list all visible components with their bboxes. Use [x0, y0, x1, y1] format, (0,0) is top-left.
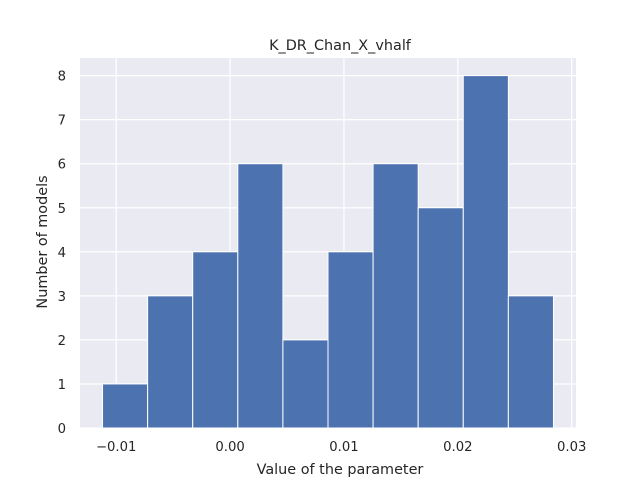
y-tick-label: 3 — [58, 290, 66, 305]
histogram-bar — [462, 75, 509, 429]
x-tick-label: 0.02 — [443, 440, 472, 455]
histogram-bar — [147, 295, 194, 429]
y-tick-label: 6 — [58, 158, 66, 173]
x-tick-label: 0.01 — [329, 440, 358, 455]
histogram-bar — [327, 251, 374, 429]
y-axis-label: Number of models — [35, 175, 51, 308]
y-tick-label: 5 — [58, 202, 66, 217]
histogram-bar — [192, 251, 239, 429]
histogram-bar — [372, 163, 419, 429]
histogram-bar — [102, 383, 149, 429]
x-axis-label: Value of the parameter — [257, 462, 424, 478]
y-tick-label: 1 — [58, 378, 66, 393]
chart-title: K_DR_Chan_X_vhalf — [269, 38, 412, 54]
x-axis-ticks: −0.01 0.00 0.01 0.02 0.03 — [96, 440, 586, 455]
y-tick-label: 0 — [58, 422, 66, 437]
y-tick-label: 8 — [58, 70, 66, 85]
x-tick-label: −0.01 — [96, 440, 136, 455]
histogram-bar — [237, 163, 284, 429]
histogram-bar — [417, 207, 464, 429]
x-tick-label: 0.03 — [557, 440, 586, 455]
y-axis-ticks: 0 1 2 3 4 5 6 7 8 — [58, 70, 66, 437]
y-tick-label: 2 — [58, 334, 66, 349]
y-tick-label: 7 — [58, 114, 66, 129]
histogram-bars — [102, 75, 554, 429]
histogram-bar — [282, 339, 329, 429]
y-tick-label: 4 — [58, 246, 66, 261]
histogram-bar — [507, 295, 554, 429]
x-tick-label: 0.00 — [215, 440, 244, 455]
